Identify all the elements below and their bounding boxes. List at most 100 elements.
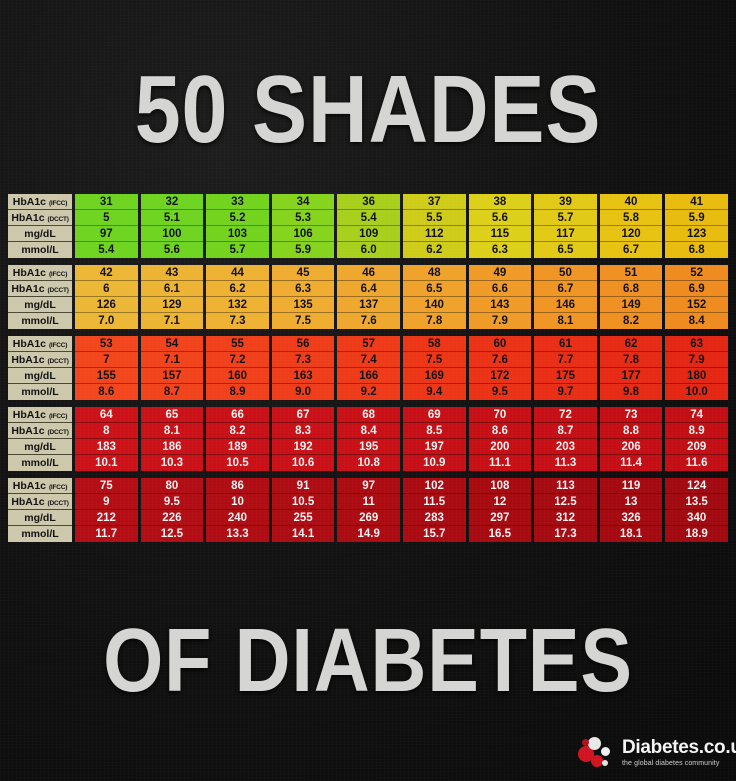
table-cell: 9.2 xyxy=(360,386,377,398)
table-column: 58 7.5 169 9.4 xyxy=(402,336,466,400)
row-header-unit: (IFCC) xyxy=(48,200,68,207)
table-row: HbA1c (IFCC) HbA1c (DCCT) mg/dL mmol/L 75 9 21… xyxy=(8,478,728,542)
table-cell: 10.6 xyxy=(291,457,315,469)
table-cell: 7.3 xyxy=(229,315,246,327)
table-cell: 34 xyxy=(271,194,335,210)
table-cell: 91 xyxy=(271,478,335,494)
table-column: 62 7.8 177 9.8 xyxy=(599,336,663,400)
row-header-cell: mg/dL xyxy=(8,297,72,313)
table-cell: 5.5 xyxy=(402,210,466,226)
table-cell: 80 xyxy=(140,478,204,494)
table-cell: 7.5 xyxy=(402,352,466,368)
table-row: HbA1c (IFCC) HbA1c (DCCT) mg/dL mmol/L 31 5 97… xyxy=(8,194,728,258)
table-column: 46 6.4 137 7.6 xyxy=(337,265,400,329)
table-column: 68 8.4 195 10.8 xyxy=(337,407,400,471)
table-cell: 8.6 xyxy=(468,423,532,439)
table-cell: 5 xyxy=(75,210,138,226)
table-cell: 108 xyxy=(468,478,532,494)
table-cell: 49 xyxy=(468,265,532,281)
table-column: 37 5.5 112 6.2 xyxy=(402,194,466,258)
table-cell: 132 xyxy=(206,297,269,313)
table-column: 119 13 326 18.1 xyxy=(599,478,663,542)
table-cell: 5.4 xyxy=(337,210,400,226)
table-cell: 137 xyxy=(337,297,400,313)
row-header-cell: mmol/L xyxy=(8,384,72,400)
table-column: 44 6.2 132 7.3 xyxy=(206,265,269,329)
table-cell: 56 xyxy=(271,336,335,352)
table-cell: 45 xyxy=(271,265,335,281)
table-cell: 8.9 xyxy=(665,423,728,439)
row-header-cell: HbA1c (DCCT) xyxy=(8,494,72,510)
table-column: 51 6.8 149 8.2 xyxy=(599,265,663,329)
table-column: 43 6.1 129 7.1 xyxy=(140,265,204,329)
table-cell: 10.0 xyxy=(685,386,708,398)
table-column: 69 8.5 197 10.9 xyxy=(402,407,466,471)
table-cell: 7.9 xyxy=(491,315,508,327)
table-cell: 6.6 xyxy=(468,281,532,297)
table-column: 34 5.3 106 5.9 xyxy=(271,194,335,258)
table-cell: 7 xyxy=(75,352,138,368)
table-cell: 9.7 xyxy=(557,386,574,398)
table-cell: 175 xyxy=(534,368,597,384)
table-cell: 6.3 xyxy=(271,281,335,297)
logo-name: Diabetes.co.uk xyxy=(622,736,736,758)
table-cell: 11 xyxy=(337,494,400,510)
table-cell: 5.2 xyxy=(206,210,269,226)
table-cell: 38 xyxy=(468,194,532,210)
table-cell: 8.3 xyxy=(271,423,335,439)
data-columns: 31 5 97 5.4 32 5.1 100 5.6 33 5.2 103 5.7 34 5.3 106 5.… xyxy=(75,194,728,258)
data-columns: 75 9 212 11.7 80 9.5 226 12.5 86 10 240 13.3 91 10.5 2… xyxy=(75,478,728,542)
table-cell: 115 xyxy=(468,226,532,242)
row-label-column: HbA1c (IFCC) HbA1c (DCCT) mg/dL mmol/L xyxy=(8,407,72,471)
table-cell: 31 xyxy=(75,194,138,210)
table-cell: 57 xyxy=(337,336,400,352)
table-cell: 312 xyxy=(534,510,597,526)
diabetes-co-uk-logo[interactable]: Diabetes.co.uk the global diabetes commu… xyxy=(578,731,736,773)
table-cell: 18.1 xyxy=(619,528,643,540)
row-header-unit: (IFCC) xyxy=(48,342,68,349)
table-column: 113 12.5 312 17.3 xyxy=(534,478,597,542)
table-cell: 129 xyxy=(140,297,204,313)
table-cell: 9.0 xyxy=(295,386,312,398)
table-column: 42 6 126 7.0 xyxy=(75,265,138,329)
table-cell: 86 xyxy=(206,478,269,494)
table-cell: 10.1 xyxy=(95,457,118,469)
table-cell: 64 xyxy=(75,407,138,423)
table-column: 91 10.5 255 14.1 xyxy=(271,478,335,542)
table-cell: 6.9 xyxy=(665,281,728,297)
table-cell: 37 xyxy=(402,194,466,210)
table-cell: 6.5 xyxy=(402,281,466,297)
table-cell: 11.1 xyxy=(488,457,511,469)
table-cell: 7.5 xyxy=(295,315,312,327)
table-cell: 65 xyxy=(140,407,204,423)
hba1c-conversion-table: HbA1c (IFCC) HbA1c (DCCT) mg/dL mmol/L 31 5 97… xyxy=(8,194,728,549)
table-cell: 44 xyxy=(206,265,269,281)
table-cell: 206 xyxy=(599,439,663,455)
table-column: 57 7.4 166 9.2 xyxy=(337,336,400,400)
table-cell: 55 xyxy=(206,336,269,352)
table-cell: 9.5 xyxy=(491,386,508,398)
table-cell: 18.9 xyxy=(685,528,708,540)
table-column: 38 5.6 115 6.3 xyxy=(468,194,532,258)
table-cell: 119 xyxy=(599,478,663,494)
table-cell: 6.7 xyxy=(534,281,597,297)
table-cell: 186 xyxy=(140,439,204,455)
table-column: 63 7.9 180 10.0 xyxy=(665,336,728,400)
table-cell: 240 xyxy=(206,510,269,526)
table-cell: 180 xyxy=(665,368,728,384)
table-cell: 8.7 xyxy=(163,386,180,398)
table-cell: 6.0 xyxy=(360,244,377,256)
table-cell: 10.8 xyxy=(357,457,380,469)
row-label-column: HbA1c (IFCC) HbA1c (DCCT) mg/dL mmol/L xyxy=(8,265,72,329)
table-cell: 62 xyxy=(599,336,663,352)
table-cell: 5.7 xyxy=(229,244,246,256)
table-cell: 195 xyxy=(337,439,400,455)
table-cell: 9.5 xyxy=(140,494,204,510)
table-cell: 70 xyxy=(468,407,532,423)
row-header-cell: HbA1c (IFCC) xyxy=(8,478,72,494)
data-columns: 64 8 183 10.1 65 8.1 186 10.3 66 8.2 189 10.5 67 8.3 1… xyxy=(75,407,728,471)
table-cell: 155 xyxy=(75,368,138,384)
table-row: HbA1c (IFCC) HbA1c (DCCT) mg/dL mmol/L 53 7 15… xyxy=(8,336,728,400)
table-column: 72 8.7 203 11.3 xyxy=(534,407,597,471)
table-cell: 13.5 xyxy=(665,494,728,510)
